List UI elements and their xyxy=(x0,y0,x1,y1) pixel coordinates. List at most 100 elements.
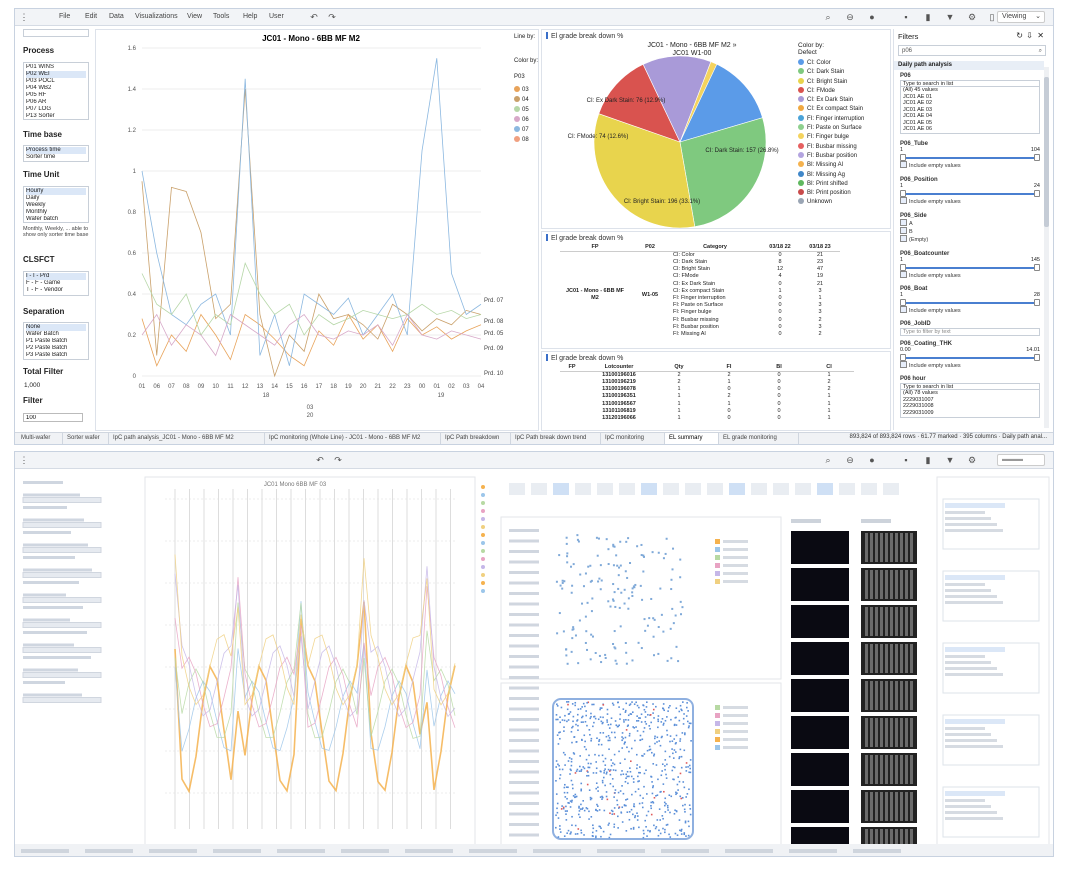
side-a-checkbox[interactable]: A xyxy=(900,219,1040,227)
hour-item[interactable]: (All) 78 values xyxy=(903,390,938,396)
tab-6[interactable]: IpC monitoring xyxy=(601,433,665,444)
pie-legend-item[interactable]: CI: Ex compact Stain xyxy=(798,105,864,114)
line-legend-item[interactable]: 03 xyxy=(514,85,529,95)
clsfct-item[interactable]: I - I - Prd xyxy=(26,273,86,280)
boatcounter-slider[interactable] xyxy=(900,263,1040,271)
gear-icon-2[interactable]: ⚙ xyxy=(967,455,977,465)
hour-item[interactable]: 2229031007 xyxy=(903,396,934,403)
clsfct-list[interactable]: I - I - Prd F - F - Game T - F - Vendor xyxy=(23,271,89,296)
bookmark-icon-2[interactable]: ● xyxy=(869,455,875,465)
separation-item[interactable]: None xyxy=(26,324,86,331)
redo-icon-2[interactable]: ↷ xyxy=(334,455,342,465)
table1-header[interactable]: FP xyxy=(560,244,630,252)
separation-item[interactable]: P3 Paste Batch xyxy=(26,352,68,358)
tab-1[interactable]: Sorter wafer xyxy=(63,433,109,444)
panel-icon[interactable]: ▯ xyxy=(989,12,995,22)
jobid-text-input[interactable]: Type to filter by text xyxy=(900,328,1040,336)
table2-header[interactable]: BI xyxy=(754,364,804,372)
gear-icon[interactable]: ⚙ xyxy=(967,12,977,22)
tube-include-empty[interactable]: Include empty values xyxy=(900,161,1040,169)
tab-2[interactable]: IpC path analysis_JC01 - Mono - 6BB MF M… xyxy=(109,433,265,444)
pie-legend-item[interactable]: BI: Print shifted xyxy=(798,179,864,189)
timeunit-item[interactable]: Hourly xyxy=(26,188,86,195)
hour-item[interactable]: 2229031008 xyxy=(903,403,934,409)
clsfct-item[interactable]: T - F - Vendor xyxy=(26,287,63,293)
table-row[interactable]: 13100196219 2 1 0 2 xyxy=(602,379,831,386)
side-b-checkbox[interactable]: B xyxy=(900,227,1040,235)
boatcounter-include-empty[interactable]: Include empty values xyxy=(900,271,1040,279)
pie-legend-item[interactable]: CI: Ex Dark Stain xyxy=(798,96,864,105)
tube-slider[interactable] xyxy=(900,153,1040,161)
close-icon[interactable]: ✕ xyxy=(1037,31,1044,40)
filter-search-input[interactable]: p06 ⌕ xyxy=(898,45,1046,56)
table-row[interactable]: FI: Missing Al 0 2 xyxy=(673,330,822,337)
zoom-icon-2[interactable]: ⊖ xyxy=(846,455,854,465)
tab-8[interactable]: EL grade monitoring xyxy=(719,433,799,444)
menu-file[interactable]: File xyxy=(59,13,71,20)
process-item[interactable]: P04 WB2 xyxy=(26,85,52,91)
pie-legend-item[interactable]: BI: Print position xyxy=(798,189,864,198)
filter-icon[interactable]: ▼ xyxy=(945,12,955,22)
table-row[interactable]: 13100196351 1 2 0 1 xyxy=(602,393,831,400)
timebase-item[interactable]: Process time xyxy=(26,147,86,154)
table-row[interactable]: CI: Ex compact Stain 1 3 xyxy=(673,287,822,294)
table-row[interactable]: CI: FMode 4 19 xyxy=(673,273,824,280)
pie-legend-item[interactable]: Unknown xyxy=(798,198,864,207)
table-row[interactable]: 13100196016 2 2 0 1 xyxy=(602,372,831,378)
mode-select[interactable]: Viewing ⌄ xyxy=(997,11,1045,23)
table2-header[interactable]: FP xyxy=(560,364,584,372)
pie-legend-item[interactable]: FI: Busbar position xyxy=(798,151,864,161)
pie-legend-item[interactable]: BI: Missing Ag xyxy=(798,170,864,180)
table2-header[interactable]: Lotcounter xyxy=(584,364,654,372)
timeunit-item[interactable]: Weekly xyxy=(26,202,46,208)
process-item[interactable]: P06 AR xyxy=(26,99,47,105)
pie-legend-item[interactable]: CI: Color xyxy=(798,59,864,68)
pie-legend-item[interactable]: BI: Missing Al xyxy=(798,161,864,170)
table-row[interactable]: FI: Finger interruption 0 1 xyxy=(673,295,822,302)
table-row[interactable]: FI: Busbar missing 0 2 xyxy=(673,316,822,323)
process-item[interactable]: P01 WINS xyxy=(26,64,55,70)
pie-chart[interactable]: CI: Dark Stain: 157 (26.8%) CI: Bright St… xyxy=(542,30,792,229)
table1-header[interactable]: Category xyxy=(670,244,760,252)
filter-icon-2[interactable]: ▼ xyxy=(945,455,955,465)
table-row[interactable]: CI: Dark Stain 8 23 xyxy=(673,259,824,266)
undo-icon-2[interactable]: ↶ xyxy=(316,455,324,465)
hour-search[interactable]: Type to search in list xyxy=(900,383,1040,390)
hour-item[interactable]: 2229031009 xyxy=(903,409,934,416)
process-list[interactable]: P01 WINS P02 WEI P03 POCL P04 WB2 P05 RF P06 … xyxy=(23,62,89,120)
hour-list[interactable]: (All) 78 values 2229031007 2229031008 22290… xyxy=(900,390,1040,418)
tab-5[interactable]: IpC Path break down trend xyxy=(511,433,601,444)
menu-edit[interactable]: Edit xyxy=(85,13,98,20)
search-icon-2[interactable]: ⌕ xyxy=(825,455,831,465)
app-menu-icon-2[interactable]: ⋮ xyxy=(19,455,29,465)
line-legend-item[interactable]: 07 xyxy=(514,125,529,135)
menu-visualizations[interactable]: Visualizations xyxy=(135,13,178,20)
separation-item[interactable]: P2 Paste Batch xyxy=(26,345,68,351)
table2-header[interactable]: Qty xyxy=(654,364,704,372)
tab-7[interactable]: EL summary xyxy=(665,433,719,444)
pie-legend-item[interactable]: FI: Paste on Surface xyxy=(798,124,864,133)
separation-item[interactable]: P1 Paste Batch xyxy=(26,338,68,344)
table-row[interactable]: 13100196078 1 0 0 2 xyxy=(602,386,831,393)
separation-list[interactable]: None Wafer Batch P1 Paste Batch P2 Paste Ba… xyxy=(23,322,89,360)
line-legend-item[interactable]: 05 xyxy=(514,105,529,115)
table-row[interactable]: 13101106819 1 0 0 1 xyxy=(602,407,831,414)
coating-include-empty[interactable]: Include empty values xyxy=(900,361,1040,369)
p06-item[interactable]: JC01 AE 03 xyxy=(903,106,933,113)
p06-item[interactable]: JC01 AE 06 xyxy=(903,126,933,132)
table2-header[interactable]: FI xyxy=(704,364,754,372)
p06-item[interactable]: (All) 45 values xyxy=(903,87,938,93)
timeunit-list[interactable]: Hourly Daily Weekly Monthly Wafer batch xyxy=(23,186,89,223)
filter-group-daily-path[interactable]: Daily path analysis xyxy=(894,61,1044,70)
table-row[interactable]: FI: Busbar position 0 3 xyxy=(673,323,822,330)
pie-legend-item[interactable]: CI: Dark Stain xyxy=(798,68,864,77)
comment-icon-2[interactable]: ▪ xyxy=(904,455,908,465)
app-menu-icon[interactable]: ⋮ xyxy=(19,12,29,22)
pie-legend-item[interactable]: FI: Finger interruption xyxy=(798,114,864,124)
timebase-item[interactable]: Sorter time xyxy=(26,154,56,160)
search-icon[interactable]: ⌕ xyxy=(825,12,831,22)
boat-slider[interactable] xyxy=(900,298,1040,306)
timeunit-item[interactable]: Wafer batch xyxy=(26,216,59,222)
tab-3[interactable]: IpC monitoring (Whole Line) - JC01 - Mon… xyxy=(265,433,441,444)
process-item[interactable]: P07 LOG xyxy=(26,106,52,112)
